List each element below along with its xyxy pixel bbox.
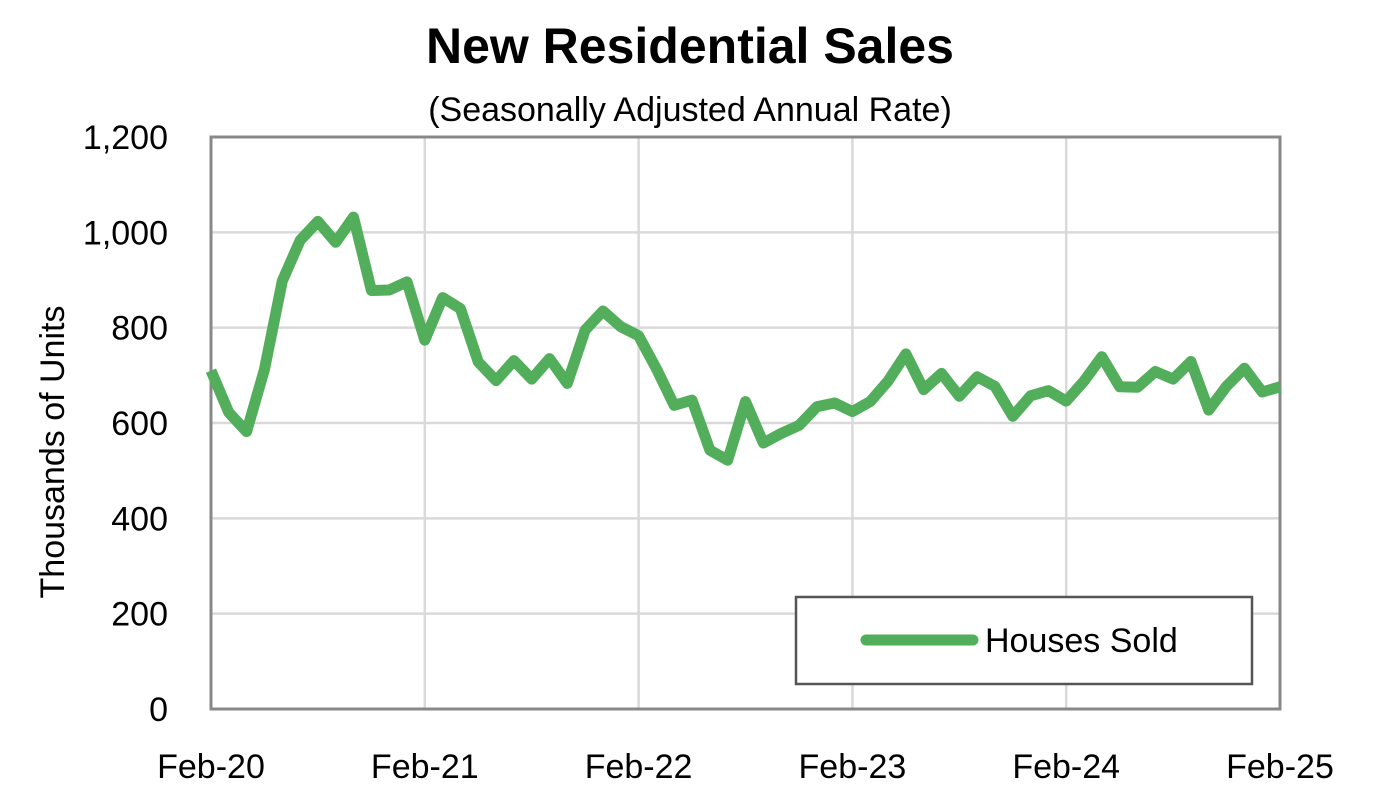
plot-frame <box>209 135 1282 711</box>
x-axis-ticks: Feb-20 Feb-21 Feb-22 Feb-23 Feb-24 Feb-25 <box>157 748 1334 786</box>
y-tick-label: 200 <box>111 596 168 634</box>
legend-label: Houses Sold <box>985 622 1178 660</box>
y-tick-label: 400 <box>111 500 168 538</box>
series-layer <box>205 211 1282 466</box>
gridlines <box>211 137 1280 709</box>
chart-subtitle: (Seasonally Adjusted Annual Rate) <box>428 91 952 129</box>
y-tick-label: 800 <box>111 310 168 348</box>
legend: Houses Sold <box>794 595 1254 686</box>
chart-title: New Residential Sales <box>426 18 954 74</box>
y-axis-ticks: 0 200 400 600 800 1,000 1,200 <box>83 119 168 729</box>
series-line-houses-sold <box>205 211 1282 466</box>
x-tick-label: Feb-24 <box>1012 748 1120 786</box>
y-tick-label: 600 <box>111 405 168 443</box>
y-tick-label: 1,200 <box>83 119 168 157</box>
x-tick-label: Feb-21 <box>371 748 479 786</box>
y-axis-label: Thousands of Units <box>34 306 72 599</box>
y-tick-label: 1,000 <box>83 214 168 252</box>
x-tick-label: Feb-25 <box>1226 748 1334 786</box>
x-tick-label: Feb-23 <box>799 748 907 786</box>
x-tick-label: Feb-22 <box>585 748 693 786</box>
y-tick-label: 0 <box>149 691 168 729</box>
x-tick-label: Feb-20 <box>157 748 265 786</box>
